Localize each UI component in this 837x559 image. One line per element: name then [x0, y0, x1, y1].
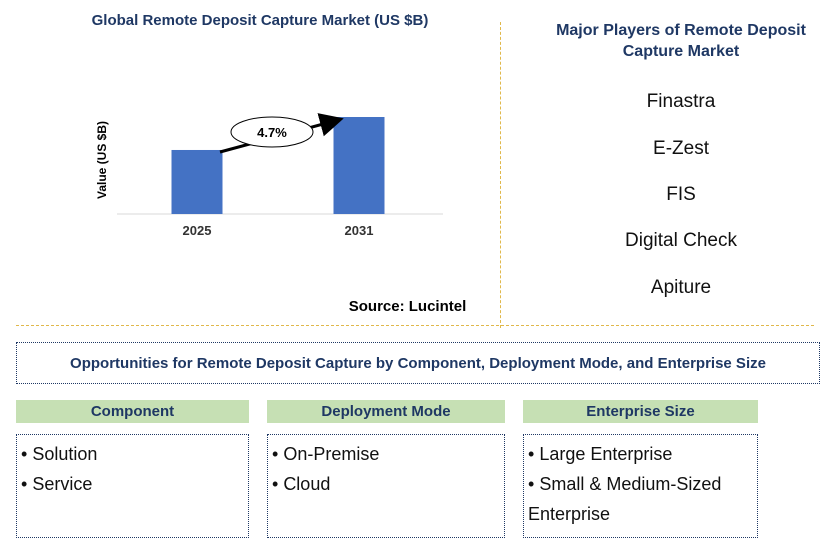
- vertical-divider: [500, 22, 501, 328]
- list-item: • On-Premise: [272, 444, 380, 464]
- enterprise-size-list: • Large Enterprise • Small & Medium-Size…: [523, 434, 758, 538]
- opportunities-title: Opportunities for Remote Deposit Capture…: [16, 342, 820, 384]
- players-title: Major Players of Remote Deposit Capture …: [556, 22, 806, 60]
- chart-title: Global Remote Deposit Capture Market (US…: [91, 12, 429, 29]
- growth-rate-bubble: [230, 116, 314, 148]
- source-label: Source: Lucintel: [348, 298, 467, 315]
- growth-rate-label: 4.7%: [257, 125, 287, 140]
- player-item: Finastra: [646, 91, 716, 112]
- list-item: • Cloud: [272, 474, 331, 494]
- list-item: • Solution: [21, 444, 98, 464]
- bar-chart: Value (US $B) 2025 2031 4.7%: [95, 113, 443, 238]
- player-item: FIS: [666, 184, 696, 205]
- bar-2031: [333, 117, 385, 214]
- component-heading: Component: [16, 400, 249, 423]
- y-axis-label: Value (US $B): [95, 121, 109, 199]
- list-item: • Large Enterprise: [528, 444, 673, 464]
- deployment-mode-heading: Deployment Mode: [267, 400, 505, 423]
- horizontal-divider: [16, 325, 814, 326]
- enterprise-size-heading: Enterprise Size: [523, 400, 758, 423]
- x-tick-label: 2031: [345, 223, 374, 238]
- player-item: Apiture: [650, 277, 712, 298]
- player-item: Digital Check: [625, 230, 737, 251]
- player-item: E-Zest: [653, 138, 709, 159]
- x-tick-label: 2025: [183, 223, 212, 238]
- list-item: • Small & Medium-Sized Enterprise: [528, 474, 722, 524]
- deployment-mode-list: • On-Premise • Cloud: [267, 434, 505, 538]
- list-item: • Service: [21, 474, 93, 494]
- component-list: • Solution • Service: [16, 434, 249, 538]
- bar-2025: [171, 149, 223, 214]
